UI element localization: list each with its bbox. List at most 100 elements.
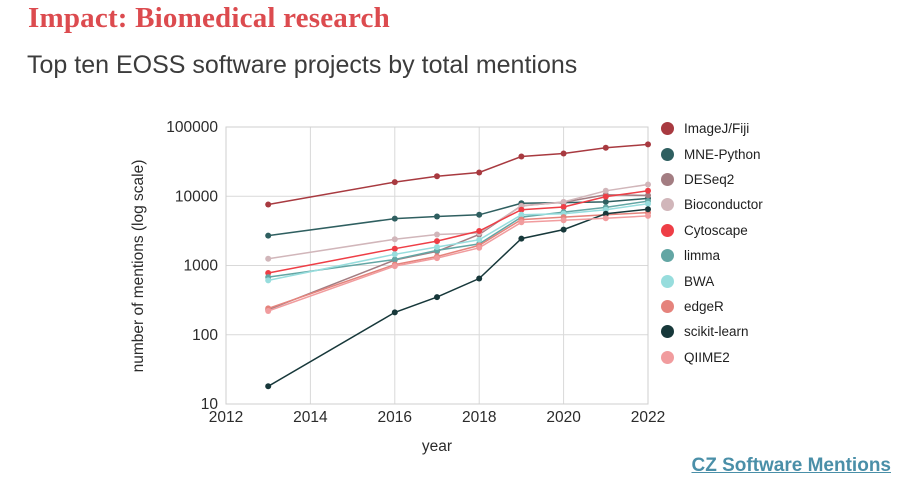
legend-dot-icon: [661, 299, 674, 313]
data-point: [391, 179, 398, 186]
data-point: [391, 215, 398, 222]
y-axis-title: number of mentions (log scale): [130, 160, 147, 373]
legend-label: ImageJ/Fiji: [684, 121, 750, 137]
y-tick-label: 100: [192, 327, 218, 344]
legend-label: MNE-Python: [684, 146, 761, 162]
legend-dot-icon: [661, 198, 674, 212]
data-point: [265, 201, 272, 208]
data-point: [476, 244, 483, 251]
series-line-bwa: [268, 202, 649, 282]
legend-dot-icon: [661, 350, 674, 364]
x-tick-label: 2018: [462, 409, 496, 426]
data-point: [434, 173, 440, 180]
data-point: [560, 217, 567, 224]
legend-label: Bioconductor: [684, 197, 763, 213]
page-title: Impact: Biomedical research: [28, 2, 390, 34]
legend-dot-icon: [661, 147, 674, 161]
data-point: [476, 236, 483, 243]
page-subtitle: Top ten EOSS software projects by total …: [27, 51, 578, 79]
data-point: [518, 211, 525, 218]
legend-item[interactable]: edgeR: [661, 294, 763, 319]
data-point: [602, 144, 609, 151]
data-point: [391, 309, 398, 316]
data-point: [645, 187, 651, 194]
data-point: [391, 251, 398, 258]
legend-item[interactable]: ImageJ/Fiji: [661, 116, 763, 141]
data-point: [518, 219, 525, 226]
data-point: [602, 193, 609, 200]
series-line-scikit-learn: [267, 208, 649, 387]
legend-dot-icon: [661, 325, 674, 339]
data-point: [602, 187, 609, 194]
legend-dot-icon: [661, 223, 674, 237]
series-line-imagej-fiji: [268, 143, 649, 206]
data-point: [645, 206, 651, 213]
legend-dot-icon: [661, 172, 674, 186]
data-point: [645, 141, 651, 148]
data-point: [645, 212, 651, 219]
chart-legend: ImageJ/Fiji MNE-Python DESeq2 Bioconductor C…: [661, 116, 763, 370]
data-point: [602, 210, 609, 217]
data-point: [265, 308, 272, 314]
data-point: [434, 255, 440, 262]
legend-label: BWA: [684, 273, 715, 289]
x-tick-label: 2022: [631, 409, 665, 426]
data-point: [265, 270, 272, 276]
legend-item[interactable]: DESeq2: [661, 167, 763, 192]
x-tick-label: 2016: [378, 409, 412, 426]
series-line-limma: [268, 200, 649, 278]
legend-item[interactable]: Cytoscape: [661, 218, 763, 243]
x-tick-label: 2014: [293, 409, 328, 426]
legend-item[interactable]: limma: [661, 243, 763, 268]
legend-item[interactable]: MNE-Python: [661, 141, 763, 166]
data-point: [265, 383, 272, 390]
data-point: [560, 204, 567, 210]
data-point: [518, 153, 525, 160]
data-point: [476, 275, 483, 282]
data-point: [391, 245, 398, 252]
data-point: [476, 169, 483, 176]
data-point: [391, 236, 398, 243]
legend-label: scikit-learn: [684, 324, 749, 340]
data-point: [265, 277, 272, 284]
legend-item[interactable]: Bioconductor: [661, 192, 763, 217]
legend-dot-icon: [661, 249, 674, 263]
x-tick-label: 2020: [546, 409, 581, 426]
legend-item[interactable]: QIIME2: [661, 345, 763, 370]
data-point: [434, 244, 440, 250]
data-point: [645, 192, 651, 199]
data-point: [391, 263, 398, 270]
data-point: [518, 206, 525, 213]
data-point: [560, 226, 567, 233]
y-tick-label: 1000: [184, 258, 219, 275]
legend-label: QIIME2: [684, 349, 730, 365]
data-point: [434, 238, 440, 245]
y-tick-label: 10000: [175, 188, 218, 205]
data-point: [602, 215, 609, 222]
source-link[interactable]: CZ Software Mentions: [691, 455, 891, 476]
data-point: [265, 255, 272, 262]
plot-area-border: [225, 126, 649, 405]
data-point: [645, 181, 651, 188]
series-line-edger: [267, 211, 649, 310]
legend-item[interactable]: scikit-learn: [661, 319, 763, 344]
data-point: [434, 231, 440, 238]
data-point: [560, 198, 567, 205]
legend-item[interactable]: BWA: [661, 268, 763, 293]
y-tick-label: 10: [201, 396, 219, 413]
legend-label: Cytoscape: [684, 222, 748, 238]
data-point: [645, 200, 651, 207]
series-line-cytoscape: [268, 190, 649, 274]
legend-dot-icon: [661, 122, 674, 136]
legend-dot-icon: [661, 274, 674, 288]
data-point: [518, 235, 525, 242]
data-point: [434, 294, 440, 301]
series-line-mne-python: [268, 197, 649, 237]
data-point: [434, 213, 440, 220]
data-point: [560, 150, 567, 157]
legend-label: DESeq2: [684, 171, 735, 187]
y-tick-label: 100000: [166, 119, 218, 136]
legend-label: limma: [684, 248, 720, 264]
